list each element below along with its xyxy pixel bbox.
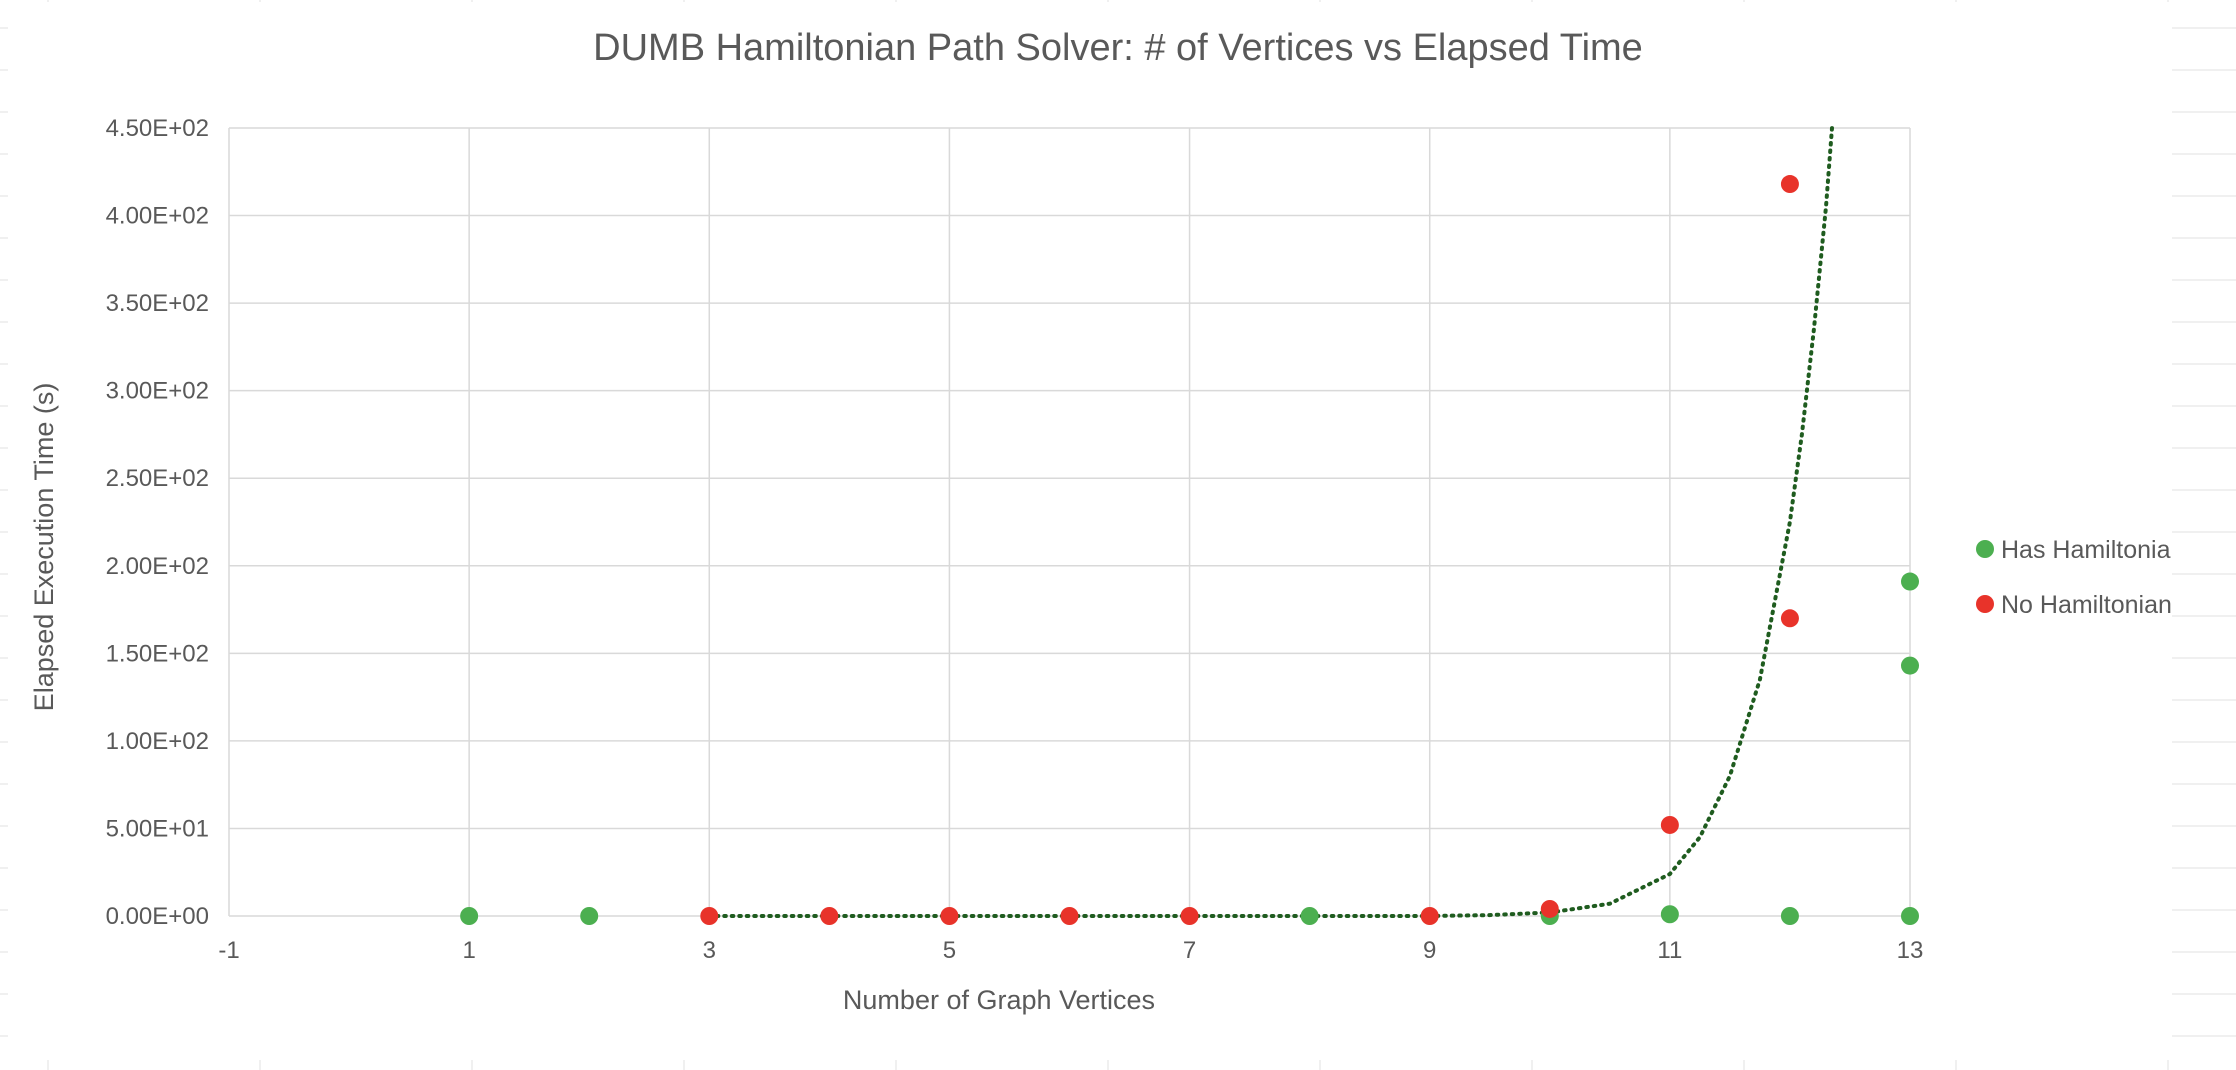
y-tick-label: 1.00E+02 — [106, 728, 209, 755]
gridlines — [228, 127, 1911, 917]
data-point-no-hamiltonian — [1060, 907, 1079, 925]
x-tick-label: 3 — [703, 937, 716, 964]
x-tick-label: 5 — [943, 937, 956, 964]
x-axis-ticks: -1 1 3 5 7 9 11 13 — [218, 937, 1923, 964]
x-tick-label: 13 — [1897, 937, 1924, 964]
data-point-has-hamiltonian — [1901, 572, 1919, 591]
x-tick-label: 1 — [462, 937, 475, 964]
data-points — [460, 175, 1919, 925]
x-axis-label: Number of Graph Vertices — [843, 985, 1155, 1015]
data-point-no-hamiltonian — [700, 907, 719, 925]
y-tick-label: 0.00E+00 — [106, 903, 209, 930]
data-point-no-hamiltonian — [820, 907, 839, 925]
chart-title: DUMB Hamiltonian Path Solver: # of Verti… — [593, 27, 1643, 69]
data-point-has-hamiltonian — [460, 907, 479, 925]
x-tick-label: -1 — [218, 937, 239, 964]
data-point-has-hamiltonian — [1300, 907, 1319, 925]
data-point-no-hamiltonian — [1780, 609, 1799, 628]
data-point-has-hamiltonian — [1660, 905, 1679, 924]
x-tick-label: 9 — [1423, 937, 1436, 964]
y-tick-label: 2.50E+02 — [106, 465, 209, 492]
chart-area[interactable]: DUMB Hamiltonian Path Solver: # of Verti… — [8, 2, 2172, 1060]
data-point-no-hamiltonian — [1780, 175, 1799, 194]
legend-label-no-hamiltonian: No Hamiltonian — [2001, 591, 2172, 619]
data-point-has-hamiltonian — [1780, 907, 1799, 925]
y-tick-label: 4.50E+02 — [106, 115, 209, 142]
scatter-chart: DUMB Hamiltonian Path Solver: # of Verti… — [29, 27, 2172, 1015]
x-tick-label: 7 — [1183, 937, 1196, 964]
y-tick-label: 4.00E+02 — [106, 203, 209, 230]
legend-marker-has-hamiltonian — [1976, 540, 1994, 558]
data-point-no-hamiltonian — [940, 907, 959, 925]
y-tick-label: 1.50E+02 — [106, 640, 209, 667]
data-point-no-hamiltonian — [1180, 907, 1199, 925]
exponential-trendline — [707, 126, 1834, 918]
data-point-has-hamiltonian — [580, 907, 599, 925]
trendline — [707, 126, 1834, 918]
y-tick-label: 3.50E+02 — [106, 290, 209, 317]
x-tick-label: 11 — [1657, 937, 1682, 964]
data-point-has-hamiltonian — [1901, 907, 1919, 925]
legend-label-has-hamiltonian: Has Hamiltonian — [2001, 536, 2172, 564]
y-axis-ticks: 0.00E+00 5.00E+01 1.00E+02 1.50E+02 2.00E+02… — [106, 115, 209, 930]
y-tick-label: 2.00E+02 — [106, 553, 209, 580]
legend[interactable]: Has Hamiltonian No Hamiltonian — [1976, 536, 2172, 619]
legend-marker-no-hamiltonian — [1976, 595, 1994, 613]
y-axis-label: Elapsed Execution Time (s) — [29, 383, 59, 712]
y-tick-label: 5.00E+01 — [106, 815, 209, 842]
data-point-no-hamiltonian — [1420, 907, 1439, 925]
y-tick-label: 3.00E+02 — [106, 378, 209, 405]
data-point-has-hamiltonian — [1901, 656, 1919, 675]
data-point-no-hamiltonian — [1540, 899, 1559, 918]
data-point-no-hamiltonian — [1660, 815, 1679, 834]
